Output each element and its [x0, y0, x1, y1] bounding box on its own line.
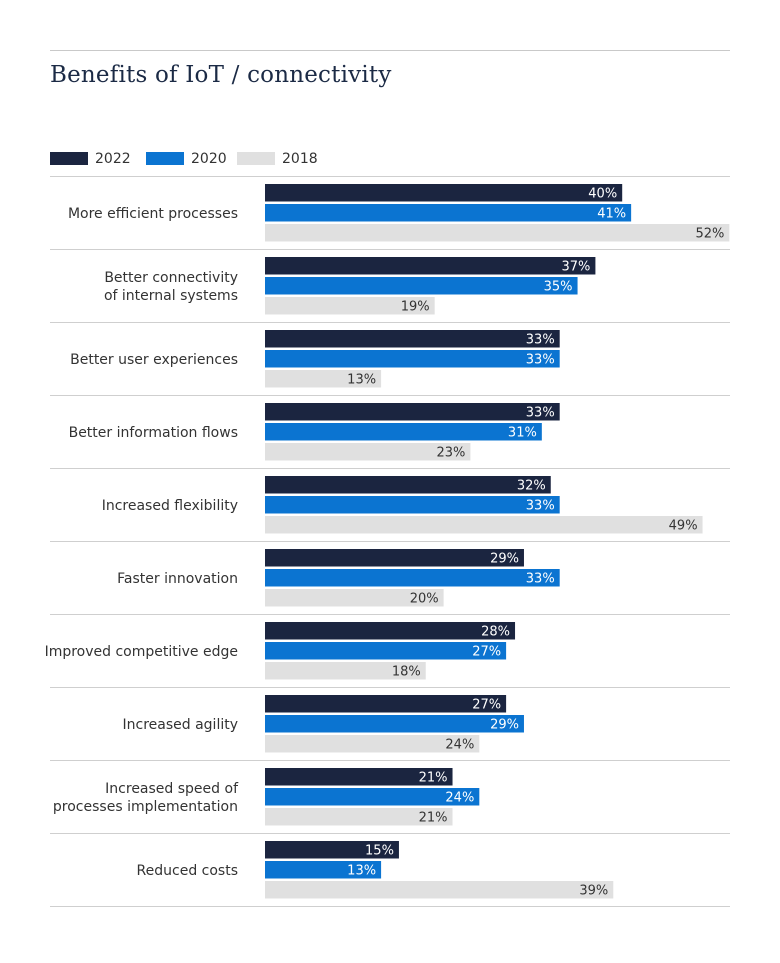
bar-2020 [265, 569, 560, 587]
bar-2020 [265, 496, 560, 514]
legend-label-2018: 2018 [282, 151, 318, 167]
bar-2022 [265, 403, 560, 421]
data-label-2020: 13% [347, 864, 376, 879]
category-label: Better information flows [69, 425, 238, 441]
data-label-2018: 20% [410, 592, 439, 607]
bar-2018 [265, 516, 703, 534]
data-label-2022: 27% [472, 698, 501, 713]
category-label: Better user experiences [70, 352, 238, 368]
data-label-2022: 33% [526, 333, 555, 348]
bar-2018 [265, 881, 614, 899]
bar-2022 [265, 549, 524, 567]
bar-2018 [265, 808, 453, 826]
data-label-2020: 27% [472, 645, 501, 660]
legend-label-2022: 2022 [95, 151, 131, 167]
data-label-2022: 40% [588, 187, 617, 202]
bar-2022 [265, 184, 623, 202]
category-label: Increased agility [123, 717, 239, 733]
category-label: processes implementation [53, 799, 238, 815]
bar-2022 [265, 330, 560, 348]
data-label-2018: 24% [445, 738, 474, 753]
category-label: Faster innovation [117, 571, 238, 587]
bar-2018 [265, 370, 382, 388]
data-label-2020: 33% [526, 572, 555, 587]
bar-2020 [265, 861, 382, 879]
bar-2020 [265, 715, 524, 733]
legend-swatch-2022 [50, 152, 88, 165]
bar-2022 [265, 841, 399, 859]
bar-2020 [265, 350, 560, 368]
data-label-2022: 33% [526, 406, 555, 421]
bar-2022 [265, 695, 507, 713]
data-label-2018: 21% [419, 811, 448, 826]
data-label-2018: 13% [347, 373, 376, 388]
bar-2022 [265, 768, 453, 786]
data-label-2020: 24% [445, 791, 474, 806]
data-label-2020: 41% [597, 207, 626, 222]
data-label-2020: 35% [544, 280, 573, 295]
bar-2018 [265, 443, 471, 461]
data-label-2022: 21% [419, 771, 448, 786]
bar-2018 [265, 224, 730, 242]
bar-2018 [265, 662, 426, 680]
data-label-2022: 28% [481, 625, 510, 640]
bar-2020 [265, 277, 578, 295]
bar-2022 [265, 622, 516, 640]
data-label-2018: 52% [695, 227, 724, 242]
bar-2020 [265, 423, 542, 441]
category-label: More efficient processes [68, 206, 238, 222]
chart-title: Benefits of IoT / connectivity [50, 62, 392, 88]
data-label-2020: 33% [526, 353, 555, 368]
data-label-2020: 29% [490, 718, 519, 733]
data-label-2022: 29% [490, 552, 519, 567]
category-label: Increased flexibility [102, 498, 238, 514]
data-label-2018: 49% [669, 519, 698, 534]
bar-2018 [265, 297, 435, 315]
data-label-2022: 15% [365, 844, 394, 859]
legend-swatch-2018 [237, 152, 275, 165]
bar-2018 [265, 735, 480, 753]
category-label: of internal systems [104, 288, 238, 304]
data-label-2018: 23% [436, 446, 465, 461]
legend-label-2020: 2020 [191, 151, 227, 167]
data-label-2018: 39% [579, 884, 608, 899]
bar-2020 [265, 204, 632, 222]
bar-2018 [265, 589, 444, 607]
bar-2020 [265, 788, 480, 806]
category-label: Better connectivity [104, 270, 238, 286]
data-label-2020: 33% [526, 499, 555, 514]
category-label: Improved competitive edge [45, 644, 238, 660]
category-label: Increased speed of [105, 781, 239, 797]
data-label-2022: 32% [517, 479, 546, 494]
data-label-2022: 37% [562, 260, 591, 275]
bar-2022 [265, 476, 551, 494]
category-label: Reduced costs [137, 863, 238, 879]
data-label-2018: 19% [401, 300, 430, 315]
bar-2020 [265, 642, 507, 660]
data-label-2018: 18% [392, 665, 421, 680]
legend-swatch-2020 [146, 152, 184, 165]
bar-2022 [265, 257, 596, 275]
top-rule [50, 50, 730, 51]
data-label-2020: 31% [508, 426, 537, 441]
